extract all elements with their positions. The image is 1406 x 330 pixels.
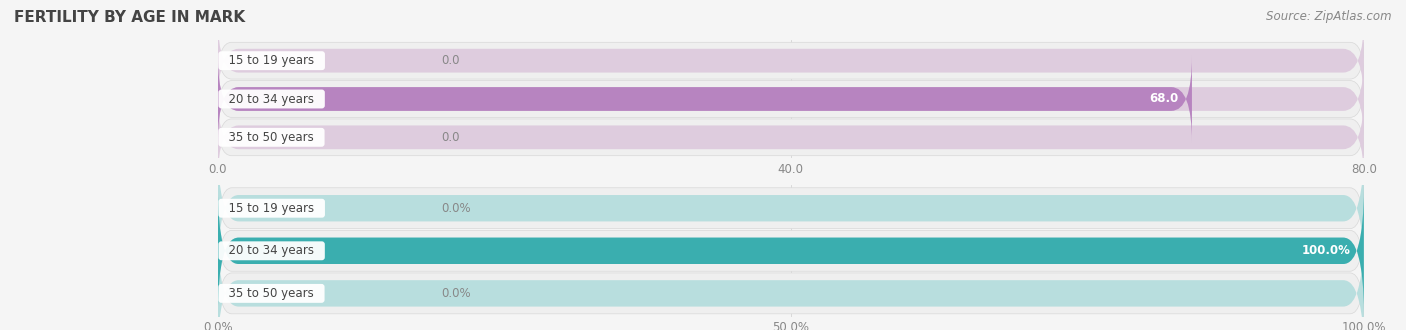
Text: FERTILITY BY AGE IN MARK: FERTILITY BY AGE IN MARK bbox=[14, 10, 245, 25]
FancyBboxPatch shape bbox=[218, 230, 1364, 330]
FancyBboxPatch shape bbox=[218, 17, 1364, 104]
Text: Source: ZipAtlas.com: Source: ZipAtlas.com bbox=[1267, 10, 1392, 23]
FancyBboxPatch shape bbox=[218, 263, 1364, 324]
Text: 0.0: 0.0 bbox=[441, 54, 460, 67]
Text: 20 to 34 years: 20 to 34 years bbox=[221, 92, 322, 106]
FancyBboxPatch shape bbox=[218, 81, 1364, 117]
Text: 20 to 34 years: 20 to 34 years bbox=[221, 244, 322, 257]
Text: 0.0: 0.0 bbox=[441, 131, 460, 144]
FancyBboxPatch shape bbox=[218, 178, 1364, 239]
FancyBboxPatch shape bbox=[218, 56, 1364, 142]
Text: 0.0%: 0.0% bbox=[441, 287, 471, 300]
Text: 15 to 19 years: 15 to 19 years bbox=[221, 202, 322, 215]
Text: 35 to 50 years: 35 to 50 years bbox=[221, 287, 322, 300]
Text: 100.0%: 100.0% bbox=[1301, 244, 1350, 257]
FancyBboxPatch shape bbox=[218, 94, 1364, 181]
FancyBboxPatch shape bbox=[218, 42, 1364, 79]
FancyBboxPatch shape bbox=[218, 145, 1364, 272]
FancyBboxPatch shape bbox=[218, 119, 1364, 156]
FancyBboxPatch shape bbox=[218, 187, 1364, 314]
FancyBboxPatch shape bbox=[218, 56, 1192, 142]
Text: 68.0: 68.0 bbox=[1149, 92, 1178, 106]
FancyBboxPatch shape bbox=[218, 187, 1364, 314]
Text: 15 to 19 years: 15 to 19 years bbox=[221, 54, 322, 67]
FancyBboxPatch shape bbox=[218, 220, 1364, 281]
Text: 0.0%: 0.0% bbox=[441, 202, 471, 215]
Text: 35 to 50 years: 35 to 50 years bbox=[221, 131, 322, 144]
